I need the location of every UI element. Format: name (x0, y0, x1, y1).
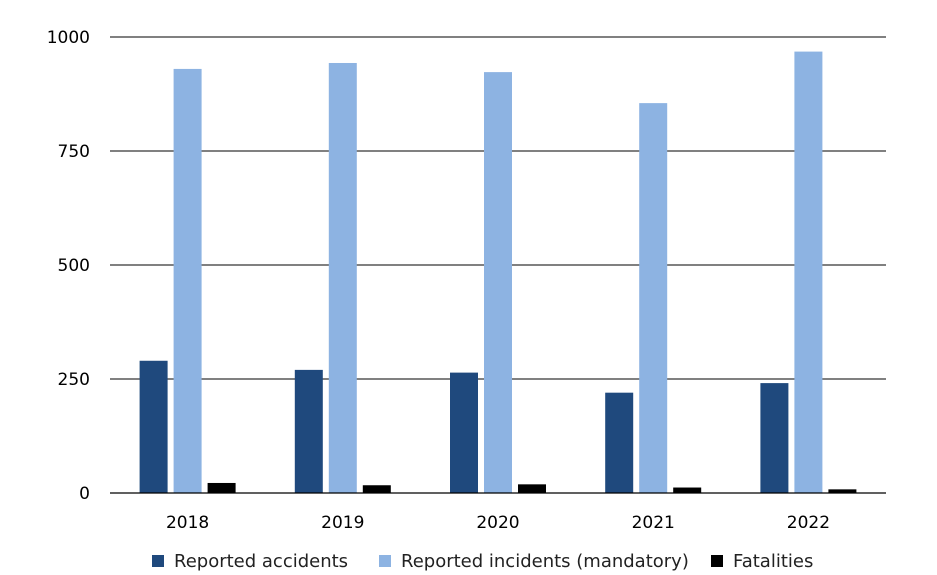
bar-2021-2 (673, 487, 702, 493)
x-tick-label-2020: 2020 (476, 513, 519, 533)
x-tick-label-2019: 2019 (321, 513, 364, 533)
x-tick-label-2022: 2022 (787, 513, 830, 533)
bar-2018-1 (173, 68, 202, 494)
y-tick-label-500: 500 (58, 256, 90, 276)
legend-label-1: Reported incidents (mandatory) (401, 551, 689, 572)
bar-2018-0 (139, 360, 168, 493)
bar-2022-1 (794, 51, 823, 493)
legend-label-2: Fatalities (733, 551, 813, 572)
bar-2021-1 (639, 103, 668, 494)
bar-2021-0 (605, 392, 634, 493)
x-tick-label-2018: 2018 (166, 513, 209, 533)
legend-swatch-1 (379, 555, 391, 567)
legend-swatch-0 (152, 555, 164, 567)
y-tick-label-0: 0 (79, 484, 90, 504)
legend: Reported accidents Reported incidents (ma… (152, 551, 813, 572)
y-tick-label-1000: 1000 (47, 28, 90, 48)
legend-swatch-2 (711, 555, 723, 567)
bar-2022-0 (760, 383, 789, 493)
bars (139, 51, 857, 494)
y-tick-label-250: 250 (58, 370, 90, 390)
bar-2020-2 (518, 484, 546, 493)
bar-2019-1 (328, 62, 357, 493)
bar-2019-2 (362, 485, 391, 493)
legend-label-0: Reported accidents (174, 551, 348, 572)
axes: 0 250 500 750 1000 2018 2019 2020 2021 2022 (47, 28, 886, 533)
x-tick-label-2021: 2021 (632, 513, 675, 533)
bar-2020-0 (450, 372, 478, 493)
bar-2018-2 (207, 482, 236, 493)
bar-2020-1 (484, 72, 512, 493)
bar-2022-2 (828, 489, 857, 493)
y-tick-label-750: 750 (58, 142, 90, 162)
bar-2019-0 (294, 369, 323, 493)
